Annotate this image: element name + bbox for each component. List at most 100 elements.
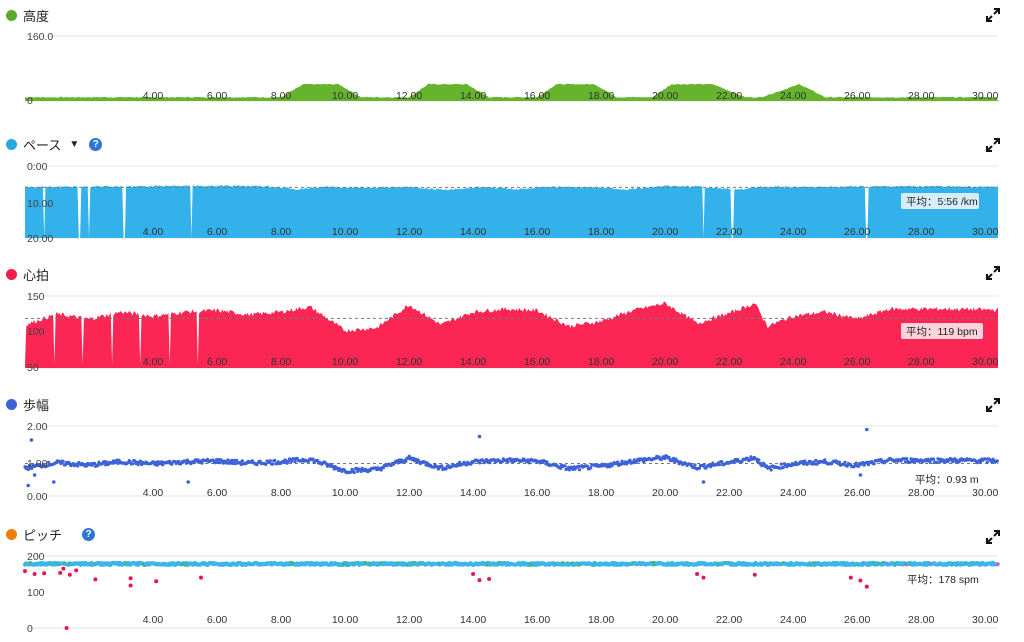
stride-point xyxy=(258,459,262,463)
x-tick-label: 6.00 xyxy=(207,487,228,499)
stride-outlier-point xyxy=(865,427,869,432)
cadence-outlier-point xyxy=(471,572,476,576)
stride-point xyxy=(951,460,955,464)
x-tick-label: 28.00 xyxy=(908,226,934,238)
average-badge: 平均：0.93 m xyxy=(910,471,982,487)
cadence-outlier-point xyxy=(128,583,133,588)
x-tick-label: 10.00 xyxy=(332,487,358,499)
stride-point xyxy=(488,461,492,465)
elevation-title-row: 高度 xyxy=(6,6,49,24)
stride-chart: 2.00 1.00 0.00 4.00 6.00 8.00 10.00 12.00 14.00 1… xyxy=(23,421,1000,503)
stride-point xyxy=(628,458,632,462)
y-axis-mid-label: 10.00 xyxy=(27,198,53,210)
stride-point xyxy=(693,463,697,467)
x-tick-label: 28.00 xyxy=(908,356,934,368)
average-label: 平均：178 spm xyxy=(907,574,979,586)
stride-point xyxy=(843,460,847,464)
cadence-outlier-point xyxy=(477,578,482,583)
x-tick-label: 16.00 xyxy=(524,487,550,499)
stride-legend-dot xyxy=(6,398,17,410)
x-tick-label: 12.00 xyxy=(396,614,422,626)
stride-point xyxy=(717,463,722,467)
average-label: 平均：119 bpm xyxy=(906,326,978,338)
x-tick-label: 24.00 xyxy=(780,487,806,499)
y-axis-bottom-label: 0 xyxy=(27,623,33,635)
cadence-outlier-point xyxy=(848,575,853,580)
chevron-down-icon[interactable]: ▼ xyxy=(69,138,80,150)
stride-point xyxy=(865,460,870,464)
stride-point xyxy=(61,459,65,463)
expand-icon[interactable] xyxy=(986,530,1000,544)
stride-outlier-point xyxy=(160,462,165,467)
stride-point xyxy=(59,461,63,466)
stride-point xyxy=(76,464,80,468)
stride-point xyxy=(577,468,582,472)
cadence-outlier-point xyxy=(23,569,27,574)
stride-point xyxy=(264,462,268,466)
heart-title-row: 心拍 xyxy=(6,265,49,283)
y-axis-mid-label: 100 xyxy=(27,587,45,599)
cadence-outlier-point xyxy=(32,572,37,576)
cadence-outlier-point xyxy=(64,626,69,630)
stride-point xyxy=(545,460,549,464)
x-tick-label: 12.00 xyxy=(396,90,422,102)
y-axis-top-label: 150 xyxy=(27,291,45,303)
x-tick-label: 4.00 xyxy=(143,614,164,626)
stride-point xyxy=(92,461,97,465)
stride-point xyxy=(866,463,871,467)
x-tick-label: 18.00 xyxy=(588,90,614,102)
stride-point xyxy=(293,460,297,464)
stride-point xyxy=(331,465,335,469)
stride-point xyxy=(928,460,932,464)
x-tick-label: 4.00 xyxy=(143,487,164,499)
x-tick-label: 30.00 xyxy=(972,614,998,626)
heart-legend-dot xyxy=(6,268,17,280)
stride-title: 歩幅 xyxy=(23,397,50,413)
stride-point xyxy=(697,466,702,470)
average-badge: 平均：5:56 /km xyxy=(901,193,979,209)
x-tick-label: 6.00 xyxy=(207,226,228,238)
x-tick-label: 18.00 xyxy=(588,614,614,626)
pace-area xyxy=(25,185,998,238)
elevation-panel: 高度 xyxy=(0,0,1024,125)
stride-point xyxy=(856,464,861,468)
expand-icon[interactable] xyxy=(986,266,1000,280)
cadence-outlier-point xyxy=(487,577,492,581)
expand-icon[interactable] xyxy=(986,8,1000,22)
stride-point xyxy=(152,460,156,464)
cadence-point xyxy=(995,562,1000,567)
y-axis-top-label: 0:00 xyxy=(27,161,48,173)
elevation-area xyxy=(25,83,998,101)
x-tick-label: 28.00 xyxy=(908,614,934,626)
stride-point xyxy=(46,460,51,464)
x-tick-label: 8.00 xyxy=(271,90,292,102)
x-tick-label: 8.00 xyxy=(271,614,292,626)
stride-point xyxy=(63,463,67,467)
x-tick-label: 8.00 xyxy=(271,226,292,238)
cadence-panel: ピッチ ? xyxy=(0,520,1024,642)
stride-point xyxy=(117,458,121,462)
x-tick-label: 14.00 xyxy=(460,614,486,626)
expand-icon[interactable] xyxy=(986,398,1000,412)
help-icon[interactable]: ? xyxy=(89,137,103,151)
x-tick-label: 10.00 xyxy=(332,226,358,238)
cadence-outlier-point xyxy=(701,575,706,580)
average-label: 平均：0.93 m xyxy=(915,474,979,486)
stride-point xyxy=(136,463,140,467)
stride-point xyxy=(905,457,909,461)
stride-point xyxy=(379,468,383,472)
help-icon[interactable]: ? xyxy=(82,527,96,541)
stride-point xyxy=(935,460,939,464)
x-tick-label: 26.00 xyxy=(844,356,870,368)
x-tick-label: 20.00 xyxy=(652,487,678,499)
x-tick-label: 6.00 xyxy=(207,90,228,102)
average-badge: 平均：119 bpm xyxy=(901,323,983,339)
cadence-outlier-point xyxy=(74,568,79,573)
y-axis-top-label: 200 xyxy=(27,551,45,563)
x-tick-label: 20.00 xyxy=(652,90,678,102)
x-tick-label: 16.00 xyxy=(524,226,550,238)
x-tick-label: 12.00 xyxy=(396,356,422,368)
x-tick-label: 6.00 xyxy=(207,614,228,626)
stride-point xyxy=(235,458,239,462)
expand-icon[interactable] xyxy=(986,138,1000,152)
